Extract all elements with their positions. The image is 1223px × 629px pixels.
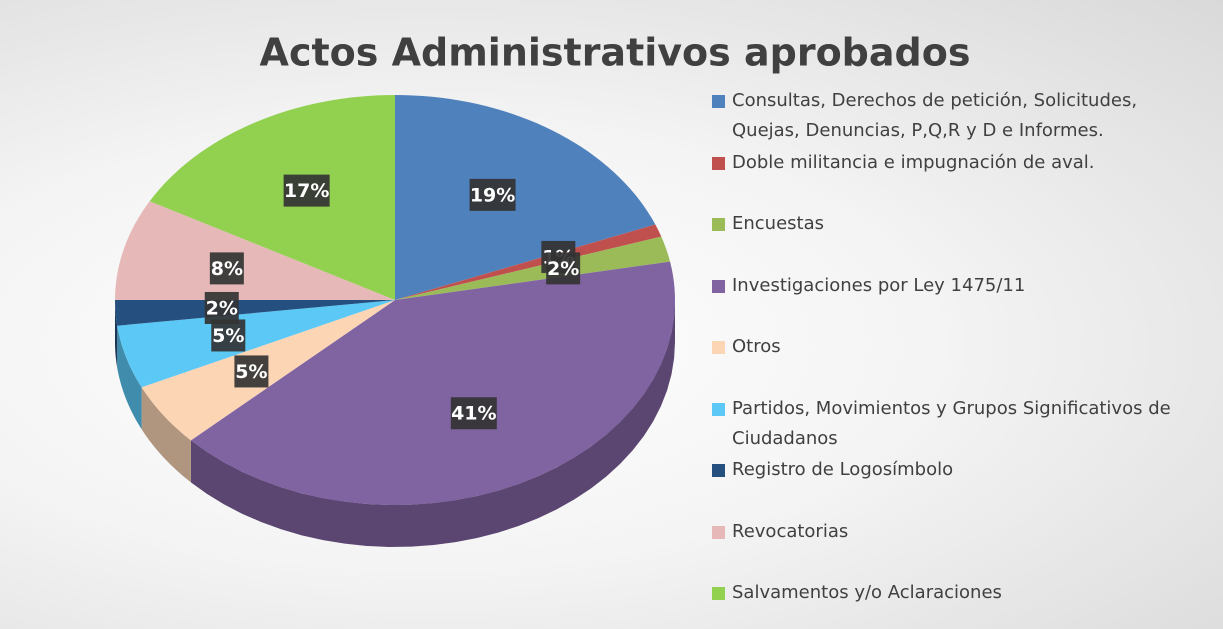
legend-swatch [712, 279, 725, 293]
data-label: 41% [450, 397, 497, 430]
data-label: 5% [234, 355, 269, 388]
data-label: 17% [283, 174, 330, 207]
legend-item: Doble militancia e impugnación de aval. [712, 148, 1207, 178]
data-label-text: 2% [206, 297, 238, 319]
data-label-text: 5% [235, 361, 267, 383]
pie-slice [117, 300, 395, 388]
pie-slice-side [117, 325, 142, 430]
data-label-text: 41% [451, 403, 496, 425]
data-label: 2% [546, 252, 581, 285]
data-label-box [234, 355, 269, 388]
data-label-text: 17% [284, 180, 329, 202]
pie-slice [395, 224, 662, 300]
legend-item: Salvamentos y/o Aclaraciones [712, 578, 1207, 608]
legend-swatch [712, 587, 725, 600]
data-label-text: 19% [470, 184, 515, 206]
legend-swatch [712, 341, 725, 354]
pie-slice [395, 236, 671, 300]
legend-item: Revocatorias [712, 517, 1207, 547]
legend-label: Consultas, Derechos de petición, Solicit… [732, 90, 1138, 141]
legend-item: Registro de Logosímbolo [712, 455, 1207, 485]
legend-item: Partidos, Movimientos y Grupos Significa… [712, 394, 1207, 454]
pie-slice [190, 261, 675, 505]
data-label: 5% [211, 319, 246, 352]
legend-label: Partidos, Movimientos y Grupos Significa… [732, 397, 1171, 449]
legend-swatch [712, 402, 725, 416]
pie-slice-side [115, 300, 118, 368]
data-label-box [209, 252, 244, 285]
pie-slice [395, 95, 656, 300]
legend-swatch [712, 218, 725, 231]
legend-label: Salvamentos y/o Aclaraciones [732, 582, 1002, 603]
data-label-box [211, 319, 246, 352]
legend-label: Otros [732, 336, 781, 357]
legend-swatch [712, 525, 725, 539]
legend-item: Otros [712, 332, 1207, 362]
legend-swatch [712, 156, 725, 170]
data-label-box [283, 174, 330, 207]
pie-slice [149, 95, 395, 300]
data-label: 8% [209, 252, 244, 285]
legend-item: Investigaciones por Ley 1475/11 [712, 271, 1207, 301]
legend-label: Doble militancia e impugnación de aval. [732, 151, 1095, 173]
legend-label: Investigaciones por Ley 1475/11 [732, 274, 1026, 296]
legend-item: Encuestas [712, 209, 1207, 239]
chart-title: Actos Administrativos aprobados [260, 31, 971, 75]
legend-label: Registro de Logosímbolo [732, 459, 954, 480]
legend-label: Encuestas [732, 213, 825, 234]
data-label: 19% [469, 178, 516, 211]
legend-swatch [712, 95, 725, 108]
data-label-box [546, 252, 581, 285]
data-label-text: 2% [547, 258, 579, 280]
legend-swatch [712, 464, 725, 477]
data-label-text: 5% [212, 325, 244, 347]
data-label-box [204, 291, 239, 324]
data-label-box [469, 178, 516, 211]
legend-label: Revocatorias [732, 520, 849, 542]
pie-slice [115, 300, 395, 326]
data-label-text: 8% [211, 258, 243, 280]
data-label: 2% [204, 291, 239, 324]
legend-item: Consultas, Derechos de petición, Solicit… [712, 86, 1207, 146]
data-label-box [450, 397, 497, 430]
pie-slice-side [190, 300, 675, 547]
pie-slice-side [141, 387, 191, 483]
pie-slice [115, 201, 395, 300]
